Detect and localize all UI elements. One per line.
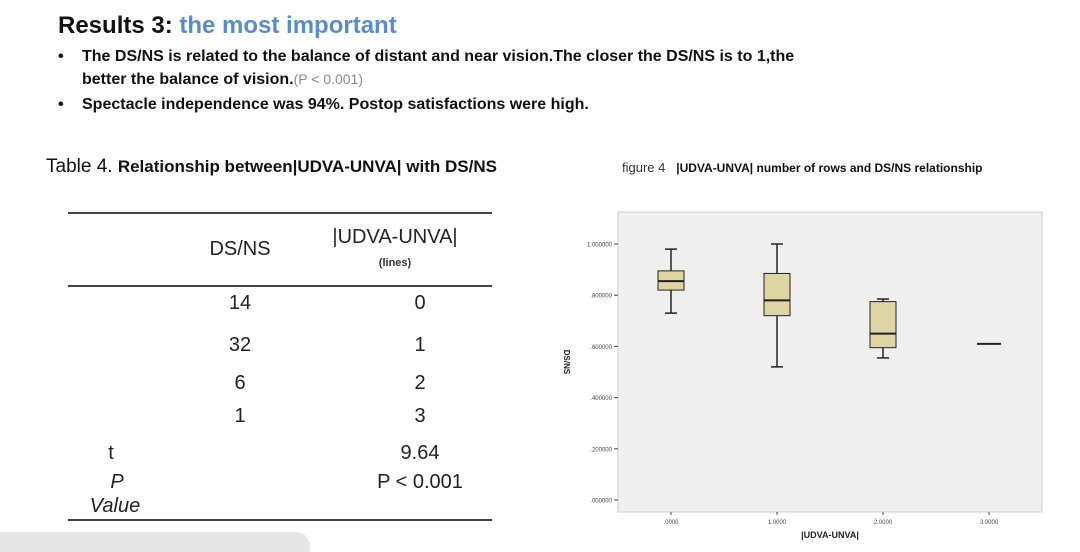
y-tick-label: .200000 — [590, 447, 612, 453]
y-tick-label: 1.000000 — [587, 243, 613, 249]
table-top-rule — [68, 212, 492, 214]
table-caption: Table 4. Relationship between|UDVA-UNVA|… — [46, 156, 497, 178]
table-caption-prefix: Table 4. — [46, 156, 113, 177]
figure-caption-title: |UDVA-UNVA| number of rows and DS/NS rel… — [676, 161, 983, 175]
slide-title: Results 3: the most important — [58, 12, 397, 40]
table-header-rule — [68, 285, 492, 287]
x-tick-label: 3.0000 — [980, 520, 999, 526]
x-tick-label: 2.0000 — [874, 520, 893, 526]
bullet-1-note: (P < 0.001) — [293, 71, 364, 87]
table-cell-lines: 2 — [414, 372, 426, 394]
table-cell-dsns: 14 — [228, 292, 252, 314]
y-tick-label: .000000 — [590, 499, 612, 505]
y-axis-label: DS/NS — [562, 350, 571, 375]
y-tick-label: .600000 — [590, 345, 612, 351]
bullet-2-text: Spectacle independence was 94%. Postop s… — [82, 96, 589, 113]
table-header-dsns: DS/NS — [209, 238, 271, 260]
bullet-1-line2: better the balance of vision. — [82, 71, 294, 88]
boxplot-chart: .000000 .200000 .400000 .600000 .800000 1.000… — [562, 211, 1043, 540]
figure-caption-prefix: figure 4 — [622, 160, 666, 175]
y-tick-label: .400000 — [590, 396, 612, 402]
x-tick-label: 1.0000 — [768, 520, 787, 526]
box-iqr — [869, 301, 897, 349]
table-cell-dsns: 6 — [234, 372, 246, 394]
plot-area — [617, 211, 1043, 513]
x-tick-label: .0000 — [663, 520, 679, 526]
bottom-shadow — [0, 532, 310, 552]
table-value-label: Value — [89, 495, 141, 517]
table-p-value: P < 0.001 — [377, 471, 463, 493]
box-group — [869, 298, 897, 359]
table-t-value: 9.64 — [400, 442, 440, 464]
bullet-1-line1: The DS/NS is related to the balance of d… — [82, 48, 795, 65]
y-tick-label: .800000 — [590, 294, 612, 300]
table-p-label: P — [110, 471, 124, 493]
table-cell-lines: 1 — [414, 334, 426, 356]
table-cell-dsns: 32 — [228, 334, 252, 356]
bullet-dot: • — [58, 96, 64, 113]
table-t-label: t — [108, 442, 114, 464]
x-axis-label: |UDVA-UNVA| — [801, 530, 859, 540]
box-iqr — [763, 272, 791, 317]
box-group — [763, 243, 791, 368]
table-bottom-rule — [68, 519, 492, 521]
figure-caption: figure 4 |UDVA-UNVA| number of rows and … — [622, 160, 983, 175]
table-header-udva-unva: |UDVA-UNVA| — [332, 226, 458, 248]
bullet-1: • The DS/NS is related to the balance of… — [58, 46, 938, 92]
table-cell-lines: 0 — [414, 292, 426, 314]
table-caption-title: Relationship between|UDVA-UNVA| with DS/… — [117, 157, 497, 176]
table-cell-lines: 3 — [414, 405, 426, 427]
bullet-dot: • — [58, 48, 64, 65]
bullet-2: • Spectacle independence was 94%. Postop… — [58, 94, 938, 116]
table-header-lines: (lines) — [378, 257, 412, 269]
table-cell-dsns: 1 — [234, 405, 246, 427]
title-accent: the most important — [179, 12, 397, 39]
title-main: Results 3: — [58, 12, 173, 39]
box-group — [657, 248, 685, 314]
